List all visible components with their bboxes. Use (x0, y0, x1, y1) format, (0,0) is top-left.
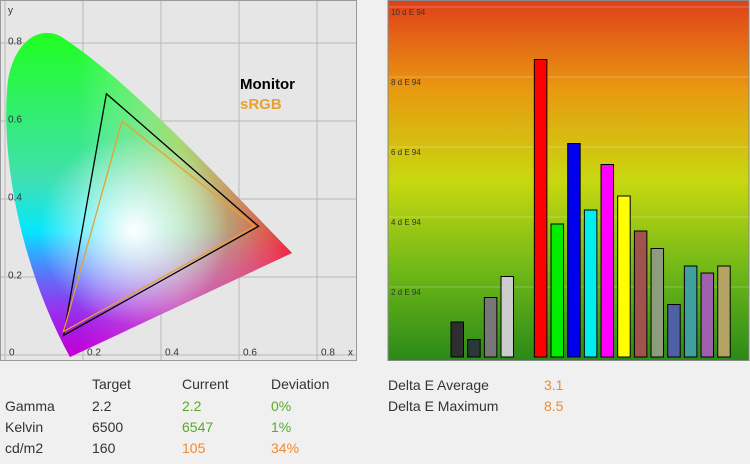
y-tick-label: 2 d E 94 (391, 288, 421, 297)
bar (633, 230, 648, 358)
chart-0: 0 0.2 0.4 0.6 0.8 0.2 0.4 0.6 0.8 x y Monitor sRGB (8, 6, 353, 359)
cell: 6547 (182, 419, 214, 435)
cell: 34% (271, 440, 300, 456)
bar (533, 59, 548, 358)
bar (683, 265, 698, 358)
legend-entry: sRGB (240, 96, 282, 113)
cell: 160 (92, 440, 116, 456)
bar (550, 223, 565, 358)
row-label: cd/m2 (5, 440, 44, 456)
x-tick-label: 0.2 (87, 348, 101, 359)
column-header: Current (182, 376, 229, 392)
bar (700, 272, 715, 358)
bar (567, 143, 581, 358)
y-axis-label: y (8, 6, 13, 17)
y-tick-label: 0.2 (8, 271, 22, 282)
cell: 8.5 (544, 398, 564, 414)
bar (483, 297, 498, 358)
charts: 0 0.2 0.4 0.6 0.8 0.2 0.4 0.6 0.8 x y Monitor sRGB 2… (0, 0, 750, 361)
gamut-triangle (62, 119, 256, 333)
bar (650, 248, 665, 358)
bar (717, 265, 731, 358)
cell: 1% (271, 419, 292, 435)
x-tick-label: 0 (9, 348, 15, 359)
cell: 105 (182, 440, 206, 456)
x-tick-label: 0.6 (243, 348, 257, 359)
y-tick-label: 10 d E 94 (391, 8, 426, 17)
bar (583, 209, 598, 358)
bar (667, 304, 681, 358)
cell: 2.2 (92, 398, 112, 414)
legend-entry: Monitor (240, 76, 295, 93)
gamut-triangle (62, 92, 260, 337)
y-tick-label: 8 d E 94 (391, 78, 421, 87)
chart-1: 2 d E 94 4 d E 94 6 d E 94 8 d E 94 10 d E 9… (389, 6, 749, 358)
y-tick-label: 4 d E 94 (391, 218, 421, 227)
x-tick-label: 0.8 (321, 348, 335, 359)
row-label: Gamma (5, 398, 55, 414)
y-tick-label: 0.4 (8, 193, 22, 204)
bar (600, 164, 615, 358)
column-header: Target (92, 376, 131, 392)
row-label: Delta E Average (388, 377, 489, 393)
spectral-locus (6, 32, 293, 357)
y-tick-label: 0.6 (8, 115, 22, 126)
y-tick-label: 6 d E 94 (391, 148, 421, 157)
bar (450, 321, 464, 358)
cell: 2.2 (182, 398, 202, 414)
bar (467, 339, 481, 358)
row-label: Delta E Maximum (388, 398, 499, 414)
cell: 3.1 (544, 377, 564, 393)
y-tick-label: 0.8 (8, 37, 22, 48)
cell: 0% (271, 398, 292, 414)
bar (500, 276, 515, 358)
bar (617, 195, 631, 358)
x-axis-label: x (348, 348, 353, 359)
x-tick-label: 0.4 (165, 348, 179, 359)
column-header: Deviation (271, 376, 330, 392)
row-label: Kelvin (5, 419, 44, 435)
cell: 6500 (92, 419, 124, 435)
